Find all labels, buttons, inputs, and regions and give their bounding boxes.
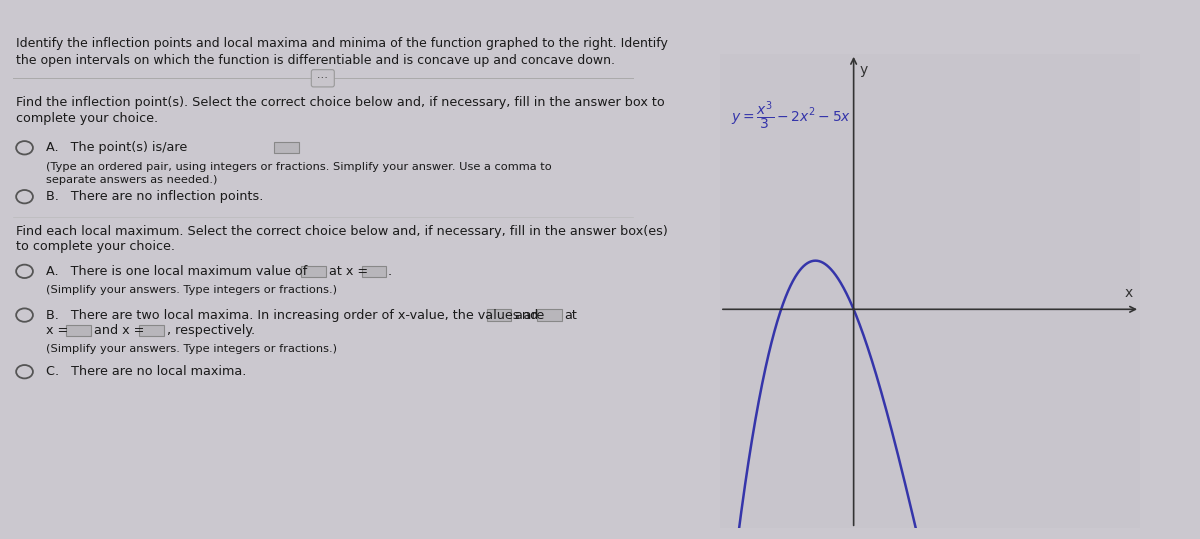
FancyBboxPatch shape <box>139 325 164 336</box>
Text: Find the inflection point(s). Select the correct choice below and, if necessary,: Find the inflection point(s). Select the… <box>16 96 665 109</box>
Text: y: y <box>859 63 868 77</box>
Text: Identify the inflection points and local maxima and minima of the function graph: Identify the inflection points and local… <box>16 37 668 50</box>
Text: (Type an ordered pair, using integers or fractions. Simplify your answer. Use a : (Type an ordered pair, using integers or… <box>47 162 552 172</box>
Text: and x =: and x = <box>95 324 145 337</box>
Text: (Simplify your answers. Type integers or fractions.): (Simplify your answers. Type integers or… <box>47 285 337 295</box>
Text: C.   There are no local maxima.: C. There are no local maxima. <box>47 365 247 378</box>
Text: .: . <box>388 265 392 278</box>
FancyBboxPatch shape <box>301 266 326 277</box>
Text: A.   There is one local maximum value of: A. There is one local maximum value of <box>47 265 307 278</box>
Text: x =: x = <box>47 324 68 337</box>
Text: and: and <box>514 309 538 322</box>
Text: B.   There are two local maxima. In increasing order of x-value, the values are: B. There are two local maxima. In increa… <box>47 309 545 322</box>
FancyBboxPatch shape <box>275 142 299 154</box>
Text: separate answers as needed.): separate answers as needed.) <box>47 175 218 185</box>
Text: $y=\dfrac{x^3}{3}-2x^2-5x$: $y=\dfrac{x^3}{3}-2x^2-5x$ <box>732 100 852 133</box>
Text: (Simplify your answers. Type integers or fractions.): (Simplify your answers. Type integers or… <box>47 344 337 355</box>
FancyBboxPatch shape <box>66 325 91 336</box>
FancyBboxPatch shape <box>538 309 562 321</box>
Text: , respectively.: , respectively. <box>167 324 256 337</box>
Text: at x =: at x = <box>329 265 368 278</box>
Text: A.   The point(s) is/are: A. The point(s) is/are <box>47 141 187 154</box>
Text: B.   There are no inflection points.: B. There are no inflection points. <box>47 190 264 203</box>
Text: complete your choice.: complete your choice. <box>16 112 158 125</box>
Text: to complete your choice.: to complete your choice. <box>16 240 175 253</box>
FancyBboxPatch shape <box>487 309 511 321</box>
Text: ···: ··· <box>313 72 332 85</box>
FancyBboxPatch shape <box>361 266 386 277</box>
Text: the open intervals on which the function is differentiable and is concave up and: the open intervals on which the function… <box>16 54 616 67</box>
Text: Find each local maximum. Select the correct choice below and, if necessary, fill: Find each local maximum. Select the corr… <box>16 225 668 238</box>
Text: x: x <box>1124 286 1133 300</box>
Text: at: at <box>564 309 577 322</box>
